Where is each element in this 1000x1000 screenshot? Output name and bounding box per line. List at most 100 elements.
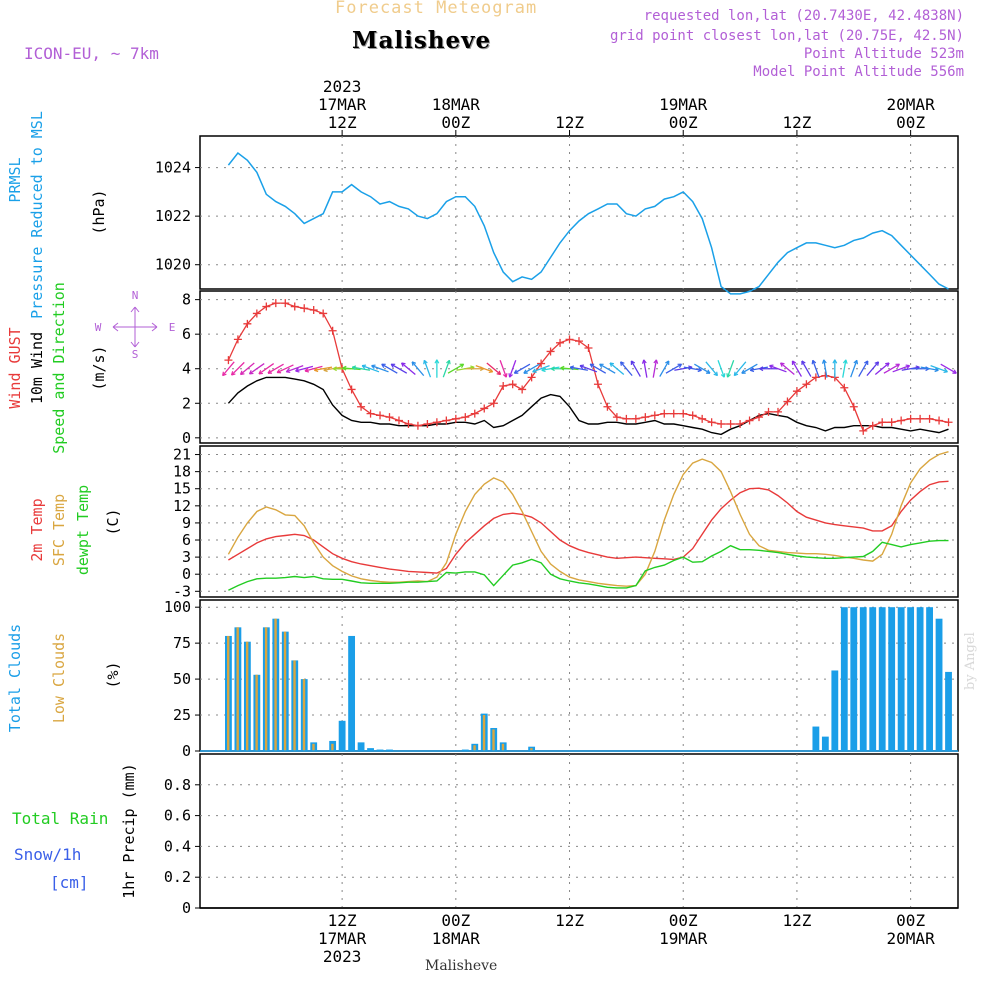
wind-arrow-head [801,360,806,365]
gust-marker [432,418,441,427]
wind-arrow-head [248,370,254,375]
wind-direction-arrow [361,365,380,373]
wind-direction-arrow [940,363,957,374]
wind-direction-arrow [599,363,616,374]
low-cloud-bar [293,660,296,751]
wind-direction-arrow [514,363,531,374]
wind-arrow-head [697,367,702,373]
wind-direction-arrow [401,362,416,376]
total-cloud-bar [897,607,905,751]
bottom-hour-label: 12Z [782,911,811,930]
low-cloud-bar [482,715,486,751]
gust-marker [821,371,830,380]
bottom-date-label: 18MAR [432,929,481,948]
wind-direction-arrow [411,361,425,377]
wind-arrow-head [423,359,428,365]
wind-arrow-head [885,362,890,367]
low-cloud-bar [274,618,277,751]
wind-arrow-head [532,368,537,374]
wind-direction-arrow [901,366,920,371]
wind-arrow-head [371,364,376,370]
precip-axis-label: 1hr Precip (mm) [120,763,138,898]
gust-marker [328,326,337,335]
wind-arrow-head [579,364,585,370]
compass-rose [112,306,158,348]
wind-direction-arrow [791,360,802,377]
wind-direction-arrow [842,359,847,378]
wind-direction-arrow [579,365,598,373]
gust-marker [376,411,385,420]
wind-direction-arrow [276,364,294,374]
wind-direction-arrow [823,359,828,378]
bottom-hour-label: 00Z [441,911,470,930]
top-date-label: 19MAR [659,95,708,114]
y-tick-label: 0.4 [164,837,191,855]
gust-marker [944,418,953,427]
wind-arrow-head [741,369,746,374]
wind-arrow-head [842,359,848,364]
wind-direction-arrow [523,363,540,374]
gust-marker [584,344,593,352]
low-cloud-bar [264,627,268,751]
pressure-label-1: PRMSL [6,157,24,202]
gust-marker [281,299,290,308]
wind-direction-arrow [231,361,245,376]
wind-arrow-head [342,365,347,371]
wind-arrow-head [508,373,513,378]
wind-arrow-head [459,363,465,368]
y-tick-label: 1020 [155,256,191,274]
y-tick-label: 3 [182,548,191,566]
wind-direction-arrow [741,363,758,374]
wind-direction-arrow [874,362,890,376]
gust-marker [224,356,233,365]
temp-2m-line [228,480,949,574]
wind-direction-arrow [442,360,451,378]
temp-unit: (C) [104,508,122,535]
y-tick-label: 0.8 [164,776,191,794]
wind-arrow-head [713,371,719,377]
gust-marker [290,302,299,311]
gust-marker [565,335,574,344]
wind-arrow-head [351,365,357,371]
wind-direction-arrow [508,360,517,378]
wind-arrow-head [641,359,647,364]
wind-direction-arrow [930,365,948,373]
wind-arrow-head [304,367,310,373]
wind-arrow-head [230,371,236,376]
wind-direction-arrow [883,363,900,374]
wind-direction-arrow [342,367,361,371]
gust-marker [783,397,792,406]
gust-marker [868,421,877,430]
gust-marker [394,416,403,425]
sfc-temp-label: SFC Temp [50,494,68,566]
gust-marker [792,387,801,396]
gust-marker [859,426,868,435]
rain-legend: Total Rain [12,809,108,828]
wind-arrow-head [905,364,911,370]
wind-arrow-head [488,368,494,374]
wind-arrow-head [733,371,739,377]
gust-marker [717,420,726,428]
wind-arrow-head [874,361,880,366]
y-tick-label: 15 [173,480,191,498]
snow-unit-legend: [cm] [50,873,89,892]
y-tick-label: 1024 [155,159,191,177]
wind-direction-arrow [381,363,398,374]
sfc-temp-line [227,451,949,587]
wind-direction-arrow [352,366,371,371]
wind-direction-arrow [499,360,507,378]
gust-marker [461,413,470,422]
wind-direction-arrow [371,365,389,373]
wind-direction-arrow [620,361,633,377]
wind-arrow-head [677,363,683,368]
y-tick-label: 6 [182,531,191,549]
y-tick-label: 0 [182,899,191,917]
model-point-altitude: Model Point Altitude 556m [753,64,964,80]
total-cloud-bar [357,742,365,751]
gust-marker [480,404,489,413]
top-hour-label: 12Z [782,113,811,132]
wind-direction-arrow [609,362,625,376]
bottom-date-label: 19MAR [659,929,708,948]
wind-direction-arrow [532,365,550,373]
gust-marker [935,416,944,425]
